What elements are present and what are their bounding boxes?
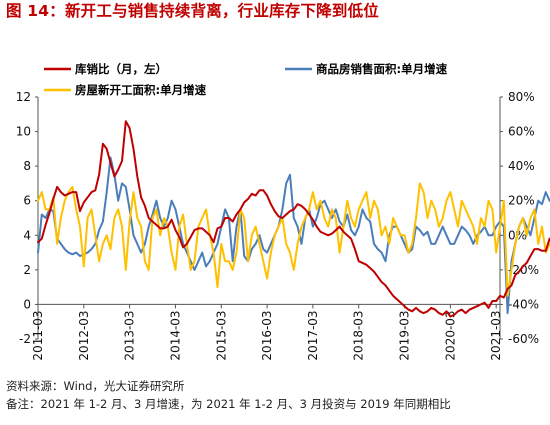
y-left-tick-label: 2 (23, 263, 31, 277)
x-tick-label: 2015-03 (214, 310, 228, 360)
series-line (37, 120, 550, 318)
x-tick-label: 2012-03 (77, 310, 91, 360)
x-tick-label: 2016-03 (260, 310, 274, 360)
legend-label: 库销比（月，左） (75, 62, 167, 76)
y-left-tick-label: -2 (19, 332, 31, 346)
series-line (37, 156, 550, 315)
series-lines (37, 120, 550, 318)
y-right-tick-label: 60% (508, 125, 535, 139)
x-tick-label: 2011-03 (31, 310, 45, 360)
y-left-tick-label: 12 (16, 90, 31, 104)
x-axis-labels: 2011-03 2012-03 2013-03 2014-03 2015-03 2016-… (31, 310, 503, 360)
y-right-tick-label: 20% (508, 194, 535, 208)
y-left-tick-label: 8 (23, 159, 31, 173)
y-right-tick-label: 80% (508, 90, 535, 104)
chart: 2011-03 2012-03 2013-03 2014-03 2015-03 2016-… (16, 62, 550, 361)
x-tick-label: 2018-03 (352, 310, 366, 360)
y-right-tick-label: -60% (508, 332, 539, 346)
y-left-axis-labels: -2 0 2 4 6 8 10 12 (16, 90, 31, 346)
x-tick-label: 2020-03 (443, 310, 457, 360)
y-left-tick-label: 0 (23, 297, 31, 311)
x-tick-label: 2013-03 (123, 310, 137, 360)
x-tick-label: 2017-03 (306, 310, 320, 360)
y-right-tick-label: -40% (508, 297, 539, 311)
x-tick-label: 2014-03 (168, 310, 182, 360)
y-right-tick-label: 40% (508, 159, 535, 173)
legend-label: 房屋新开工面积:单月增速 (75, 83, 207, 97)
y-right-axis-labels: -60%-40%-20%0%20%40%60%80% (508, 90, 539, 346)
x-tick-label: 2019-03 (398, 310, 412, 360)
chart-title: 图 14：新开工与销售持续背离，行业库存下降到低位 (6, 2, 379, 20)
y-left-tick-label: 6 (23, 194, 31, 208)
footnote: 备注：2021 年 1-2 月、3 月增速，为 2021 年 1-2 月、3 月… (6, 397, 451, 411)
source-note: 资料来源：Wind，光大证券研究所 (6, 379, 185, 393)
legend-label: 商品房销售面积:单月增速 (316, 62, 448, 76)
series-line (37, 182, 550, 297)
x-tick-label: 2021-03 (489, 310, 503, 360)
y-left-tick-label: 10 (16, 125, 31, 139)
chart-axes (35, 96, 503, 340)
y-left-tick-label: 4 (23, 228, 31, 242)
